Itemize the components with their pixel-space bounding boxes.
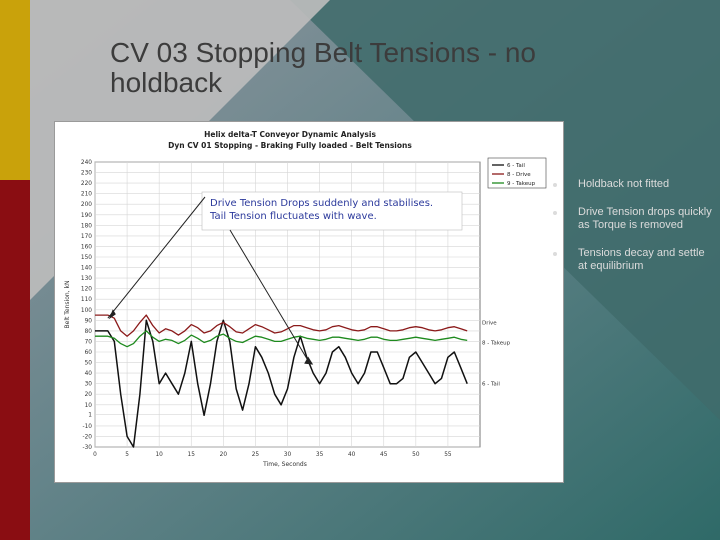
x-axis-label: Time, Seconds [262,461,307,468]
y-tick-label: 30 [85,382,93,388]
maroon-band [0,180,30,540]
chart-subtitle: Dyn CV 01 Stopping - Braking Fully loade… [168,141,412,150]
x-tick-label: 30 [284,452,292,458]
series-line-9-takeup [95,330,468,348]
end-label-drive: Drive [482,321,497,327]
arrow-head-icon [108,309,116,320]
x-tick-label: 20 [220,452,228,458]
y-tick-label: 20 [85,392,93,398]
y-tick-label: 180 [81,223,92,229]
bullet-icon [553,251,557,256]
series-line-8-drive [95,314,468,337]
bullet-tensions-decay: Tensions decay and settle at equilibrium [553,247,713,274]
legend-label: 9 - Takeup [507,181,536,187]
arrow-head-icon [304,356,314,365]
y-tick-label: 130 [81,276,92,282]
series-line-6-tail [95,319,468,448]
y-tick-label: 50 [85,361,93,367]
gold-band [0,0,30,180]
y-tick-label: 40 [85,371,93,377]
slide-title-line-2: holdback [110,67,223,98]
y-tick-label: 100 [81,308,92,314]
x-tick-label: 45 [380,452,388,458]
x-tick-label: 25 [252,452,260,458]
end-label-tail: 6 - Tail [482,382,500,388]
x-tick-label: 15 [188,452,196,458]
x-tick-label: 5 [125,452,129,458]
y-tick-label: 60 [85,350,93,356]
y-tick-label: 160 [81,244,92,250]
y-tick-label: -20 [83,434,93,440]
y-tick-label: -30 [83,445,93,451]
y-tick-label: 90 [85,318,93,324]
bullet-text: Holdback not fitted [578,178,670,190]
x-tick-label: 40 [348,452,356,458]
end-label-takeup: 8 - Takeup [482,340,511,346]
x-tick-label: 35 [316,452,324,458]
y-tick-label: 10 [85,403,93,409]
x-tick-label: 50 [412,452,420,458]
y-tick-label: 80 [85,329,93,335]
y-tick-label: 210 [81,192,92,198]
annotation-box [201,191,463,231]
y-tick-label: 110 [81,297,92,303]
slide-title: CV 03 Stopping Belt Tensions - no holdba… [110,38,670,98]
y-tick-label: 230 [81,171,92,177]
y-tick-label: 220 [81,181,92,187]
y-tick-label: 190 [81,213,92,219]
annotation-line-2: Tail Tension fluctuates with wave. [209,211,377,222]
y-tick-label: 170 [81,234,92,240]
legend-label: 8 - Drive [507,172,531,178]
bullet-icon [553,183,557,187]
x-tick-label: 55 [444,452,452,458]
y-tick-label: 150 [81,255,92,261]
legend-label: 6 - Tail [507,163,525,169]
bullet-holdback: Holdback not fitted [553,178,713,192]
y-tick-label: 1 [88,412,92,418]
y-tick-label: 240 [81,160,92,166]
bullet-text: Drive Tension drops quickly as Torque is… [578,205,712,232]
annotation-arrow-tail [229,229,310,363]
y-tick-label: 200 [81,202,92,208]
y-tick-label: 140 [81,266,92,272]
chart-title: Helix delta-T Conveyor Dynamic Analysis [204,130,376,139]
x-tick-label: 0 [93,452,97,458]
bullet-drive-tension: Drive Tension drops quickly as Torque is… [553,206,713,233]
bullet-icon [553,210,557,215]
annotation-line-1: Drive Tension Drops suddenly and stabili… [210,198,433,209]
chart-panel: Helix delta-T Conveyor Dynamic Analysis D… [55,122,563,482]
y-axis-label: Belt Tension, kN [64,281,71,329]
y-tick-label: 70 [85,339,93,345]
annotation-arrow-drive [107,196,206,319]
y-tick-label: 120 [81,287,92,293]
belt-tension-chart: Helix delta-T Conveyor Dynamic Analysis D… [64,130,547,468]
slide-title-line-1: CV 03 Stopping Belt Tensions - no [110,37,536,68]
y-tick-label: -10 [83,424,93,430]
bullet-list: Holdback not fitted Drive Tension drops … [553,178,713,288]
bullet-text: Tensions decay and settle at equilibrium [578,246,705,273]
x-tick-label: 10 [155,452,163,458]
